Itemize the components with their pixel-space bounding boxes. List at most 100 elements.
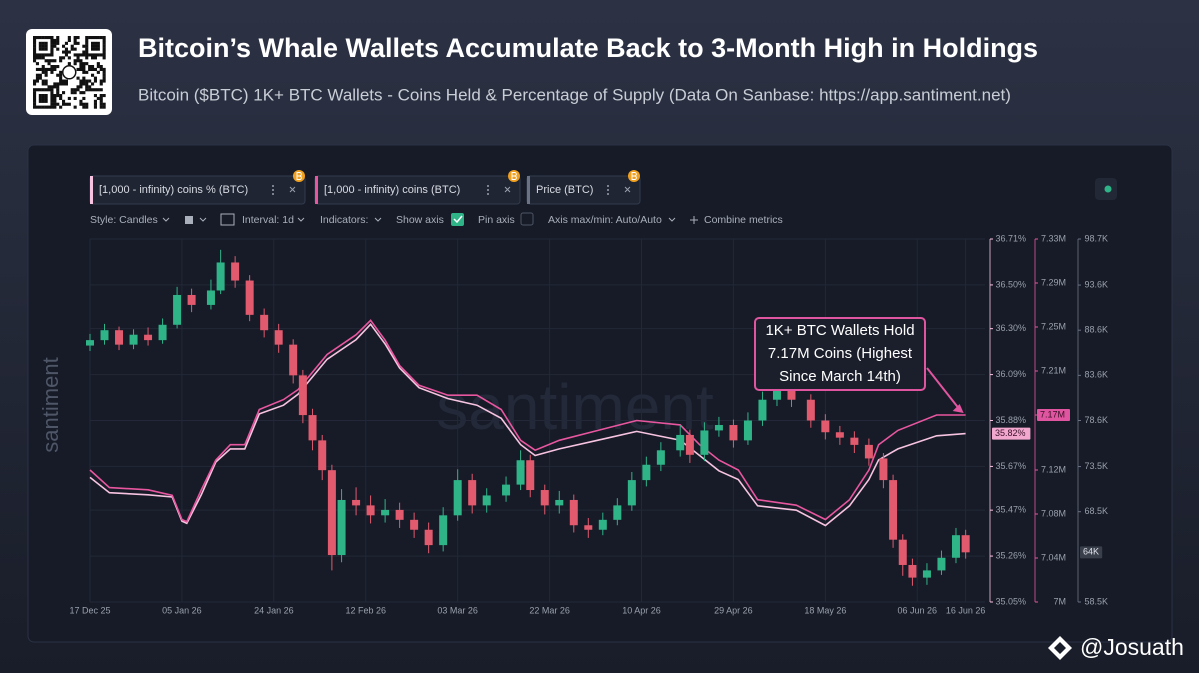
value-badge (992, 427, 1031, 440)
qr-cell (93, 105, 97, 109)
value-badge (1080, 546, 1103, 559)
interval-control[interactable]: Interval: 1d (242, 214, 294, 226)
qr-cell (59, 59, 63, 63)
y-tick-label: 7.21M (1041, 365, 1066, 375)
annotation-box (754, 317, 926, 391)
y-tick-label: 7.12M (1041, 464, 1066, 474)
y-tick-label: 93.6K (1084, 279, 1108, 289)
candle-body (879, 458, 888, 481)
qr-cell (96, 96, 100, 100)
qr-cell (38, 36, 42, 40)
qr-cell (85, 56, 89, 60)
qr-cell (85, 41, 89, 45)
qr-cell (33, 99, 37, 103)
qr-cell (64, 50, 68, 54)
combine-metrics[interactable]: Combine metrics (704, 214, 783, 226)
qr-cell (33, 50, 37, 54)
qr-cell (70, 88, 74, 92)
qr-cell (33, 102, 37, 106)
qr-cell (79, 91, 83, 95)
value-badge-label: 35.82% (995, 428, 1026, 438)
chart: [1,000 - infinity) coins % (BTC) [1,000 -… (69, 170, 1108, 615)
show-axis-checkbox[interactable] (451, 213, 464, 226)
pin-axis-label: Pin axis (478, 214, 515, 226)
candle-body (158, 324, 167, 341)
qr-cell (82, 96, 86, 100)
qr-cell (62, 79, 66, 83)
menu-dot (272, 189, 274, 191)
qr-cell (44, 73, 48, 77)
qr-cell (38, 94, 42, 98)
candle-body (274, 330, 283, 345)
candle-body (289, 344, 298, 376)
qr-cell (73, 41, 77, 45)
candle-body (410, 519, 419, 530)
indicators-control[interactable]: Indicators: (320, 214, 368, 226)
qr-cell (44, 41, 48, 45)
qr-cell (44, 79, 48, 83)
qr-cell (38, 56, 42, 60)
candle-body (482, 495, 491, 506)
qr-cell (91, 88, 95, 92)
qr-cell (76, 36, 80, 40)
qr-cell (47, 53, 51, 57)
qr-cell (62, 44, 66, 48)
qr-cell (99, 79, 103, 83)
candle-body (627, 480, 636, 506)
qr-cell (79, 65, 83, 69)
qr-cell (59, 82, 63, 86)
candle-body (337, 499, 346, 556)
menu-dot (272, 185, 274, 187)
y-tick-label: 58.5K (1084, 596, 1108, 606)
qr-cell (53, 85, 57, 89)
qr-cell (35, 76, 39, 80)
x-tick-label: 05 Jan 26 (162, 605, 202, 615)
candle-body (889, 480, 898, 540)
qr-cell (88, 88, 92, 92)
qr-cell (59, 96, 63, 100)
qr-cell (56, 73, 60, 77)
y-tick-label: 36.30% (995, 323, 1026, 333)
qr-cell (91, 67, 95, 71)
y-tick-label: 7.33M (1041, 233, 1066, 243)
metric-chip[interactable]: [1,000 - infinity) coins (BTC) (314, 170, 521, 205)
qr-cell (85, 38, 89, 42)
qr-cell (85, 62, 89, 66)
color-icon[interactable] (185, 216, 193, 224)
chart-panel (27, 144, 1173, 643)
pin-axis-checkbox[interactable] (520, 212, 534, 226)
qr-cell (82, 70, 86, 74)
y-tick-label: 35.26% (995, 550, 1026, 560)
credit: @Josuath (1080, 634, 1184, 660)
metric-chip[interactable]: Price (BTC) (526, 170, 641, 205)
style-control[interactable]: Style: Candles (90, 214, 158, 226)
qr-cell (33, 56, 37, 60)
qr-cell (38, 76, 42, 80)
qr-cell (96, 65, 100, 69)
qr-cell (56, 88, 60, 92)
candle-body (115, 330, 124, 345)
metric-chip[interactable]: [1,000 - infinity) coins % (BTC) (89, 170, 306, 205)
series-line (89, 319, 966, 523)
qr-cell (33, 41, 37, 45)
candle-body (598, 519, 607, 530)
qr-cell (73, 96, 77, 100)
axis-minmax-control[interactable]: Axis max/min: Auto/Auto (548, 214, 662, 226)
y-tick-label: 35.47% (995, 505, 1026, 515)
qr-cell (44, 94, 48, 98)
qr-cell (93, 102, 97, 106)
qr-cell (102, 67, 106, 71)
candle-body (540, 490, 549, 506)
qr-cell (64, 53, 68, 57)
qr-cell (33, 44, 37, 48)
qr-cell (102, 73, 106, 77)
y-tick-label: 78.6K (1084, 415, 1108, 425)
qr-cell (41, 44, 45, 48)
qr-cell (33, 47, 37, 51)
qr-cell (53, 44, 57, 48)
y-tick-label: 36.09% (995, 369, 1026, 379)
qr-cell (85, 105, 89, 109)
qr-cell (99, 105, 103, 109)
show-axis-label: Show axis (396, 214, 444, 226)
